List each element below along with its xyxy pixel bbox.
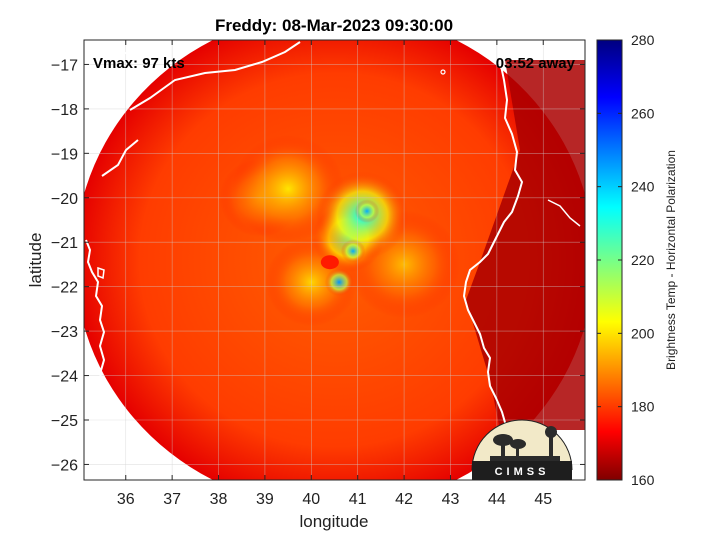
- colorbar-tick-label: 260: [631, 105, 655, 121]
- convection-feature: [354, 199, 380, 223]
- colorbar-label: Brightness Temp - Horizontal Polarizatio…: [664, 150, 678, 370]
- y-axis-label: latitude: [26, 233, 45, 288]
- axis-ticks: 36 37 38 39 40 41 42 43 44 45 −17 −18 −19 −20 −21 −22 −2…: [51, 40, 585, 508]
- land-region: [466, 60, 585, 430]
- colorbar: [596, 39, 623, 481]
- x-tick-label: 44: [488, 491, 506, 508]
- y-tick-label: −21: [51, 235, 78, 252]
- x-tick-label: 37: [163, 491, 181, 508]
- colorbar-ticks: 160 180 200 220 240 260 280: [597, 32, 655, 488]
- convection-feature: [340, 239, 366, 263]
- coastline: [85, 40, 581, 441]
- x-tick-label: 38: [210, 491, 228, 508]
- x-tick-label: 40: [302, 491, 320, 508]
- colorbar-tick-label: 280: [631, 32, 655, 48]
- colorbar-tick-label: 220: [631, 252, 655, 268]
- cimss-logo: CIMSS: [471, 419, 573, 480]
- y-tick-label: −24: [51, 369, 78, 386]
- grid-lines: [84, 40, 585, 480]
- y-tick-label: −18: [51, 102, 78, 119]
- colorbar-tick-label: 180: [631, 399, 655, 415]
- x-tick-label: 39: [256, 491, 274, 508]
- storm-eye: [320, 255, 339, 270]
- x-tick-label: 45: [534, 491, 552, 508]
- y-tick-label: −22: [51, 280, 78, 297]
- x-tick-label: 41: [349, 491, 367, 508]
- x-tick-label: 42: [395, 491, 413, 508]
- brightness-temperature-swath: [84, 40, 585, 480]
- time-away-annotation: 03:52 away: [496, 55, 576, 72]
- convection-feature: [231, 135, 345, 243]
- y-tick-label: −20: [51, 191, 78, 208]
- chart-title: Freddy: 08-Mar-2023 09:30:00: [215, 16, 453, 35]
- y-tick-label: −25: [51, 413, 78, 430]
- x-tick-label: 36: [117, 491, 135, 508]
- y-tick-label: −23: [51, 324, 78, 341]
- convection-feature: [324, 268, 354, 296]
- logo-text: CIMSS: [495, 466, 550, 478]
- colorbar-tick-label: 240: [631, 179, 655, 195]
- vmax-annotation: Vmax: 97 kts: [93, 55, 185, 72]
- y-tick-label: −17: [51, 57, 78, 74]
- x-tick-label: 43: [442, 491, 460, 508]
- colorbar-tick-label: 200: [631, 325, 655, 341]
- y-tick-label: −19: [51, 146, 78, 163]
- y-tick-label: −26: [51, 457, 78, 474]
- colorbar-tick-label: 160: [631, 472, 655, 488]
- x-axis-label: longitude: [299, 512, 368, 531]
- axes-frame: [83, 39, 586, 481]
